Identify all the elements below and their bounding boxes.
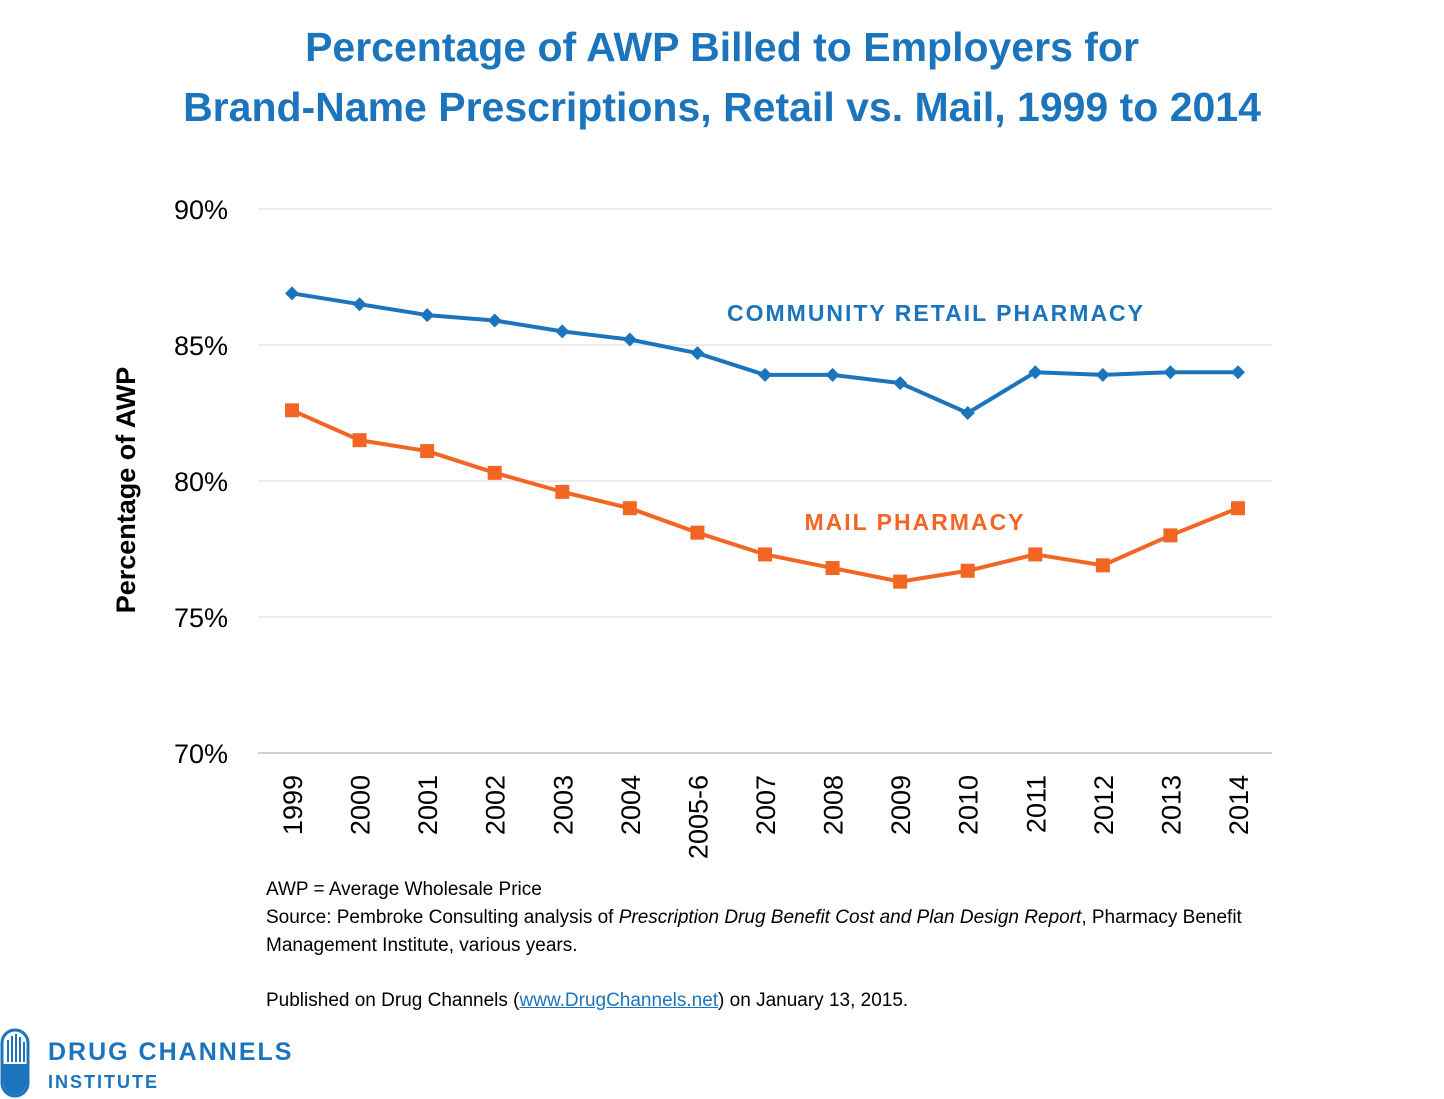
mail-point <box>758 547 772 562</box>
y-axis-ticks: 70% 75% 80% 85% 90% <box>174 195 228 769</box>
series-lines <box>285 286 1245 589</box>
retail-point <box>825 367 840 382</box>
x-axis-ticks: 1999 2000 2001 2002 2003 2004 2005-6 2007 2008 20… <box>278 775 1254 859</box>
mail-point <box>487 465 502 480</box>
y-tick-label: 70% <box>174 739 228 769</box>
mail-point <box>420 444 435 459</box>
x-tick-label: 2001 <box>413 775 443 835</box>
x-tick-label: 2005-6 <box>683 775 713 859</box>
series-labels: COMMUNITY RETAIL PHARMACY MAIL PHARMACY <box>727 300 1145 535</box>
retail-point <box>622 332 637 347</box>
retail-point <box>1095 367 1110 382</box>
retail-point <box>1231 365 1245 380</box>
source-prefix: Source: Pembroke Consulting analysis of <box>266 907 619 928</box>
awp-definition: AWP = Average Wholesale Price <box>266 879 542 900</box>
source-note: Source: Pembroke Consulting analysis of … <box>266 904 1266 960</box>
brand-footer: DRUG CHANNELS INSTITUTE <box>0 1028 360 1098</box>
chart-title-line-2: Brand-Name Prescriptions, Retail vs. Mai… <box>183 84 1261 130</box>
retail-point <box>758 367 772 382</box>
retail-point <box>1028 365 1043 380</box>
brand-subtitle: INSTITUTE <box>48 1072 159 1092</box>
drugchannels-link[interactable]: www.DrugChannels.net <box>519 990 719 1011</box>
y-tick-label: 80% <box>174 467 228 497</box>
retail-point <box>352 297 367 312</box>
mail-point <box>690 525 705 540</box>
x-tick-label: 2012 <box>1089 775 1119 835</box>
x-tick-label: 2014 <box>1224 775 1254 835</box>
chart-title-line-1: Percentage of AWP Billed to Employers fo… <box>305 24 1139 70</box>
mail-point <box>825 561 840 576</box>
brand-name: DRUG CHANNELS <box>48 1038 294 1066</box>
retail-point <box>893 376 908 391</box>
x-tick-label: 2007 <box>751 775 781 835</box>
mail-point <box>285 403 299 418</box>
x-tick-label: 2002 <box>481 775 511 835</box>
mail-point <box>960 563 975 578</box>
published-note: Published on Drug Channels (www.DrugChan… <box>266 987 1266 1015</box>
mail-point <box>352 433 367 448</box>
retail-point <box>420 308 435 323</box>
x-tick-label: 2013 <box>1156 775 1186 835</box>
mail-point <box>1163 528 1178 543</box>
x-tick-label: 2008 <box>819 775 849 835</box>
mail-point <box>622 501 637 516</box>
y-tick-label: 90% <box>174 195 228 225</box>
retail-point <box>285 286 299 301</box>
retail-point <box>960 406 975 420</box>
source-suffix: , Pharmacy Benefit Management Institute,… <box>266 907 1242 956</box>
gridlines <box>258 208 1272 754</box>
mail-point <box>893 574 908 589</box>
retail-series-label: COMMUNITY RETAIL PHARMACY <box>727 300 1145 326</box>
y-tick-label: 75% <box>174 603 228 633</box>
x-tick-label: 2009 <box>886 775 916 835</box>
source-report-title: Prescription Drug Benefit Cost and Plan … <box>618 907 1082 928</box>
x-tick-label: 2000 <box>346 775 376 835</box>
mail-point <box>1095 558 1110 573</box>
retail-series <box>285 286 1245 420</box>
y-tick-label: 85% <box>174 331 228 361</box>
x-tick-label: 2003 <box>548 775 578 835</box>
notes-spacer <box>266 960 1266 987</box>
retail-point <box>1163 365 1178 380</box>
x-tick-label: 2004 <box>616 775 646 835</box>
retail-point <box>690 346 705 361</box>
pill-icon <box>0 1028 30 1098</box>
published-prefix: Published on Drug Channels ( <box>266 990 520 1011</box>
y-axis-label: Percentage of AWP <box>111 367 141 614</box>
retail-point <box>555 324 570 339</box>
retail-point <box>487 313 502 328</box>
chart-notes: AWP = Average Wholesale Price Source: Pe… <box>266 876 1266 1015</box>
published-suffix: ) on January 13, 2015. <box>718 990 909 1011</box>
x-tick-label: 1999 <box>278 775 308 835</box>
x-tick-label: 2011 <box>1021 775 1051 833</box>
mail-point <box>555 484 570 499</box>
mail-point <box>1231 501 1245 516</box>
x-tick-label: 2010 <box>954 775 984 835</box>
line-chart: 70% 75% 80% 85% 90% 1999 2000 2001 2002 2003 2004… <box>111 195 1272 859</box>
mail-series <box>285 403 1245 589</box>
mail-point <box>1028 547 1043 562</box>
mail-series-label: MAIL PHARMACY <box>804 509 1025 535</box>
